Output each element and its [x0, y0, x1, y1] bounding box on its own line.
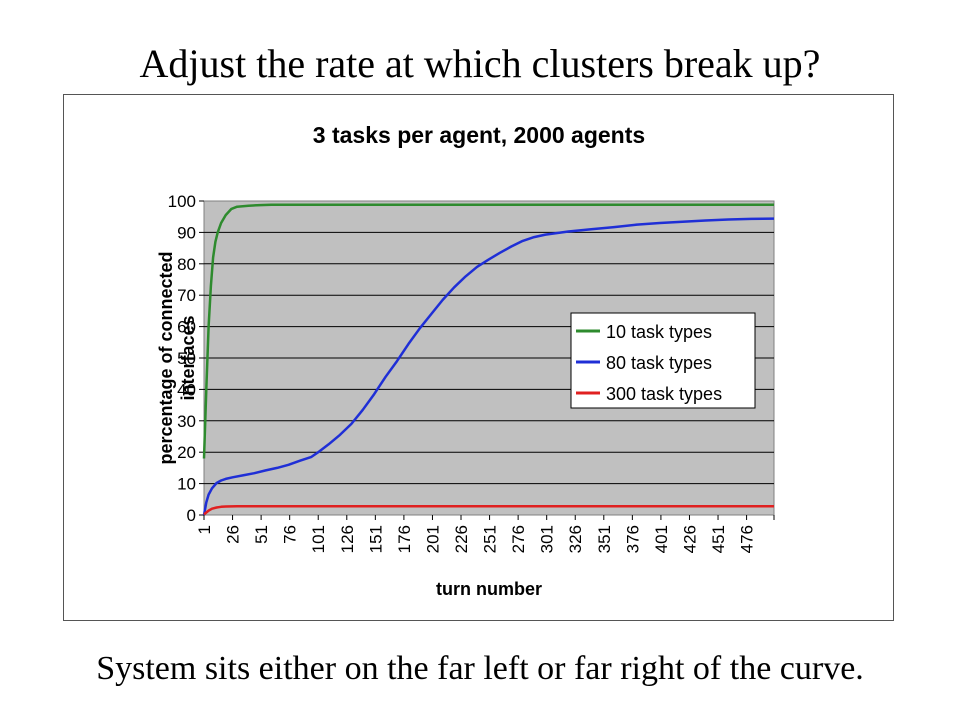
x-tick-label: 251: [481, 525, 500, 553]
x-tick-label: 126: [338, 525, 357, 553]
x-tick-label: 26: [224, 525, 243, 544]
y-axis-ticks: 0 10 20 30 40 50 60 70 80 90 100: [168, 192, 204, 525]
x-tick-label: 76: [281, 525, 300, 544]
legend-box: [570, 312, 756, 409]
x-tick-label: 376: [623, 525, 642, 553]
y-tick-label: 100: [168, 192, 196, 211]
y-tick-label: 30: [177, 412, 196, 431]
series-line-10-task-types: [202, 203, 774, 459]
slide-title: Adjust the rate at which clusters break …: [139, 41, 821, 86]
x-tick-label: 101: [309, 525, 328, 553]
x-axis-ticks: 1 26 51 76 101 126 151 176 201 226 251 276 301 326 351…: [195, 515, 775, 553]
line-chart: 3 tasks per agent, 2000 agents 0 10 20 30 40…: [156, 122, 775, 599]
x-tick-label: 401: [652, 525, 671, 553]
x-tick-label: 226: [452, 525, 471, 553]
series-line-300-task-types: [203, 504, 774, 516]
slide-caption: System sits either on the far left or fa…: [96, 650, 864, 687]
y-tick-label: 20: [177, 443, 196, 462]
x-tick-label: 351: [595, 525, 614, 553]
x-tick-label: 451: [709, 525, 728, 553]
y-tick-label: 90: [177, 223, 196, 242]
legend: 10 task types 80 task types 300 task typ…: [570, 312, 756, 409]
x-tick-label: 201: [423, 525, 442, 553]
y-tick-label: 40: [177, 380, 196, 399]
x-tick-label: 176: [395, 525, 414, 553]
x-tick-label: 276: [509, 525, 528, 553]
legend-label-80-task-types: 80 task types: [606, 353, 712, 373]
y-tick-label: 10: [177, 475, 196, 494]
x-tick-label: 301: [538, 525, 557, 553]
x-tick-label: 51: [252, 525, 271, 544]
chart-title: 3 tasks per agent, 2000 agents: [313, 122, 645, 148]
y-axis-label-line-2: interfaces: [178, 315, 198, 400]
x-axis-label: turn number: [436, 579, 542, 599]
y-tick-label: 50: [177, 349, 196, 368]
chart-frame: 3 tasks per agent, 2000 agents 0 10 20 30 40…: [63, 94, 894, 621]
x-tick-label: 476: [738, 525, 757, 553]
y-tick-label: 80: [177, 255, 196, 274]
series-line-80-task-types: [202, 217, 775, 516]
y-tick-label: 70: [177, 286, 196, 305]
legend-label-300-task-types: 300 task types: [606, 384, 722, 404]
y-tick-label: 0: [187, 506, 196, 525]
x-tick-label: 1: [195, 525, 214, 534]
x-tick-label: 426: [680, 525, 699, 553]
y-tick-label: 60: [177, 318, 196, 337]
series-lines: [202, 203, 775, 516]
x-tick-label: 326: [566, 525, 585, 553]
y-axis-label-line-1: percentage of connected: [156, 251, 176, 464]
x-tick-label: 151: [366, 525, 385, 553]
legend-label-10-task-types: 10 task types: [606, 322, 712, 342]
